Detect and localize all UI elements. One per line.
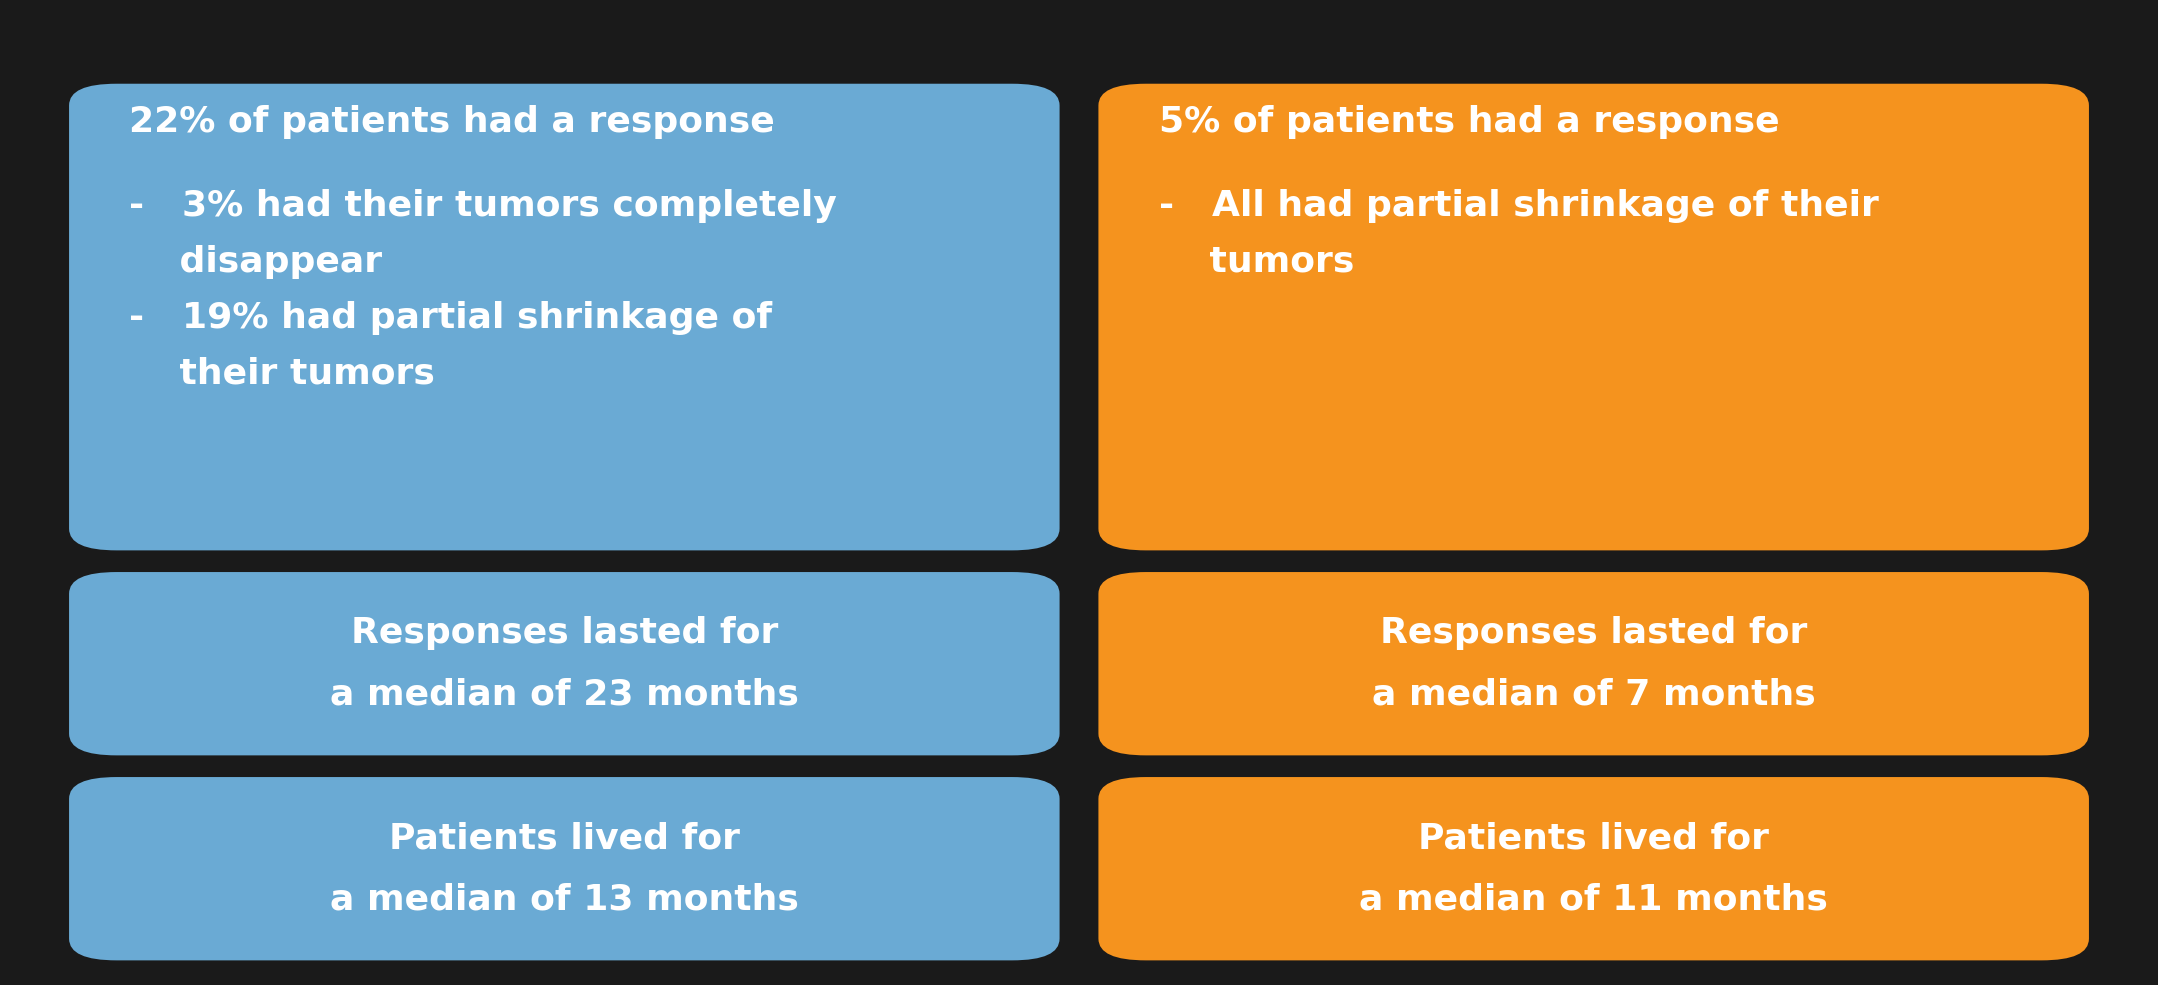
Text: tumors: tumors: [1159, 244, 1355, 279]
Text: their tumors: their tumors: [129, 357, 436, 390]
FancyBboxPatch shape: [69, 572, 1060, 755]
Text: a median of 11 months: a median of 11 months: [1360, 883, 1828, 916]
FancyBboxPatch shape: [1098, 777, 2089, 960]
Text: -   19% had partial shrinkage of: - 19% had partial shrinkage of: [129, 300, 773, 335]
Text: -   3% had their tumors completely: - 3% had their tumors completely: [129, 188, 837, 223]
Text: a median of 23 months: a median of 23 months: [330, 678, 798, 711]
FancyBboxPatch shape: [69, 777, 1060, 960]
FancyBboxPatch shape: [1098, 572, 2089, 755]
Text: 5% of patients had a response: 5% of patients had a response: [1159, 105, 1780, 140]
Text: a median of 7 months: a median of 7 months: [1372, 678, 1815, 711]
Text: 22% of patients had a response: 22% of patients had a response: [129, 105, 775, 140]
Text: a median of 13 months: a median of 13 months: [330, 883, 798, 916]
Text: Patients lived for: Patients lived for: [1418, 821, 1770, 855]
Text: Responses lasted for: Responses lasted for: [1379, 616, 1808, 650]
Text: Patients lived for: Patients lived for: [388, 821, 740, 855]
Text: disappear: disappear: [129, 244, 382, 279]
FancyBboxPatch shape: [1098, 84, 2089, 551]
Text: Responses lasted for: Responses lasted for: [350, 616, 779, 650]
FancyBboxPatch shape: [69, 84, 1060, 551]
Text: -   All had partial shrinkage of their: - All had partial shrinkage of their: [1159, 188, 1880, 223]
